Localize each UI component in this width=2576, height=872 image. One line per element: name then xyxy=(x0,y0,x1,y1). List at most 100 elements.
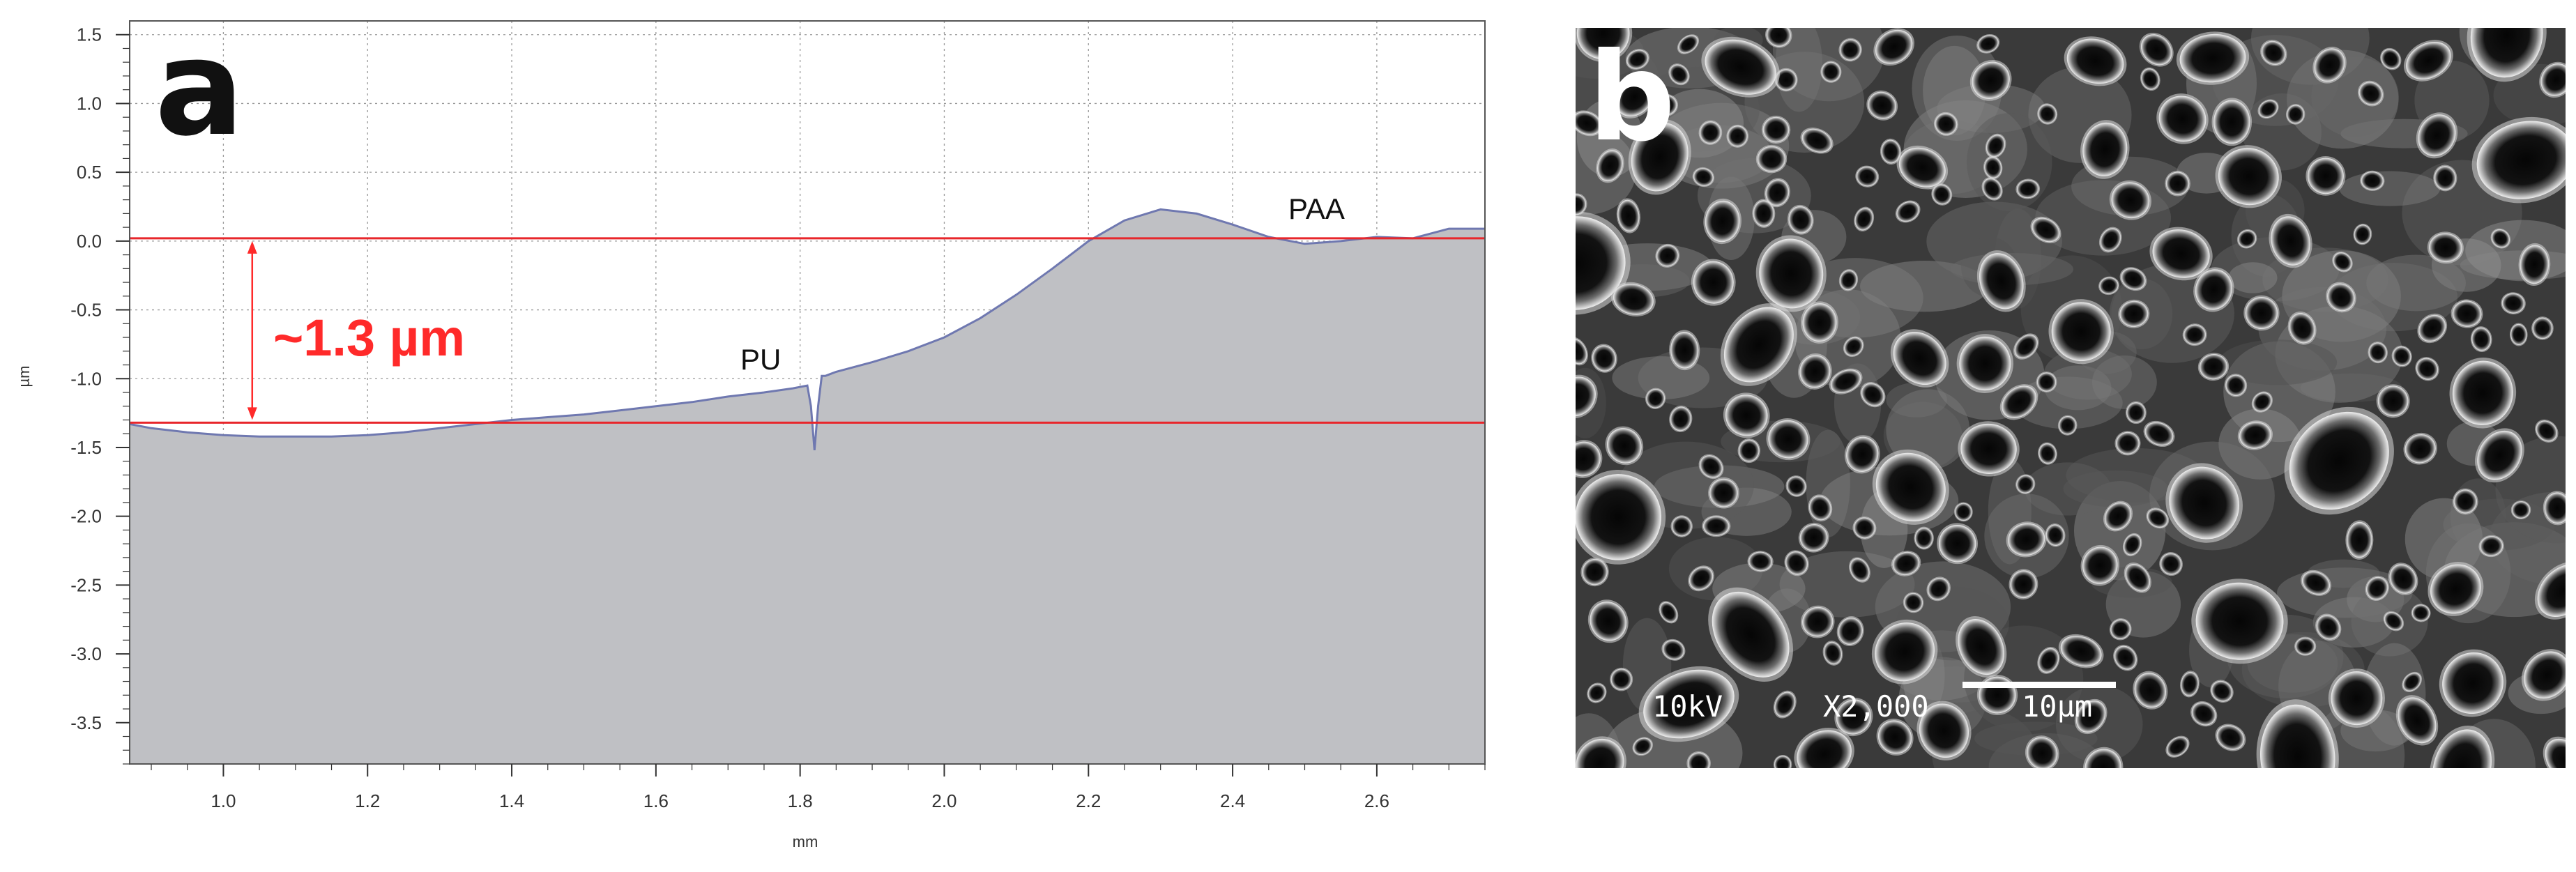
pore xyxy=(1801,128,1832,153)
pore xyxy=(2038,443,2057,464)
pore xyxy=(1881,139,1900,164)
pore xyxy=(2158,95,2207,142)
pore xyxy=(2406,41,2451,80)
pore xyxy=(1775,69,1797,91)
pore xyxy=(2225,374,2246,396)
pore xyxy=(2314,48,2345,82)
pore xyxy=(2477,430,2522,480)
pore xyxy=(1875,29,1913,64)
membrane-patch xyxy=(2366,254,2466,312)
pore xyxy=(1846,436,1879,472)
pore xyxy=(1576,28,1630,60)
pu-label: PU xyxy=(740,343,781,376)
membrane-patch xyxy=(1912,35,2002,141)
pore xyxy=(1878,720,1912,754)
pore xyxy=(2295,637,2315,655)
x-axis-label: mm xyxy=(793,833,818,850)
pore xyxy=(1576,338,1587,365)
paa-label: PAA xyxy=(1288,192,1345,225)
pore xyxy=(2100,228,2121,252)
panel-a-letter: a xyxy=(155,11,244,165)
x-tick-label: 2.6 xyxy=(1364,790,1389,811)
pore xyxy=(2368,342,2387,362)
pore xyxy=(2140,34,2172,66)
pore xyxy=(1932,184,1951,205)
pore xyxy=(1669,64,1689,84)
pore xyxy=(1938,525,1976,563)
pore xyxy=(1799,355,1831,388)
pore xyxy=(2524,651,2566,699)
pore xyxy=(2016,475,2035,494)
membrane-patch xyxy=(1926,201,2062,282)
pore xyxy=(2147,508,2168,528)
pore xyxy=(1788,206,1813,234)
membrane-patch xyxy=(2223,341,2335,443)
pore xyxy=(2287,105,2305,124)
pore xyxy=(1757,146,1786,172)
pore xyxy=(1597,150,1623,182)
pore xyxy=(2125,563,2151,592)
membrane-patch xyxy=(1779,551,1915,618)
pore xyxy=(1626,49,1649,69)
pore xyxy=(2258,100,2278,118)
pore xyxy=(2398,697,2437,744)
membrane-patch xyxy=(2228,262,2278,293)
pore xyxy=(2432,729,2492,768)
y-axis-label: µm xyxy=(15,365,33,387)
membrane-patch xyxy=(2091,355,2157,409)
membrane-patch xyxy=(2330,263,2458,332)
pore xyxy=(2045,524,2065,546)
pore xyxy=(2104,502,2132,530)
pore xyxy=(2536,420,2558,442)
pore xyxy=(2169,466,2239,540)
pore xyxy=(1576,112,1601,135)
pore xyxy=(2082,122,2128,176)
y-tick-label: -2.5 xyxy=(70,574,102,595)
membrane-patch xyxy=(1967,113,2052,211)
pore xyxy=(2038,648,2059,673)
pore xyxy=(1576,738,1624,768)
pore xyxy=(1854,208,1873,231)
pore xyxy=(2166,737,2189,757)
pore xyxy=(2358,82,2383,105)
pore xyxy=(2532,317,2553,339)
pore xyxy=(1850,558,1870,582)
pore xyxy=(2141,68,2160,90)
pore xyxy=(2119,300,2149,327)
pore xyxy=(1959,336,2011,391)
pore xyxy=(1955,503,1972,521)
pore xyxy=(2010,570,2037,599)
y-tick-label: 1.5 xyxy=(77,24,102,45)
pore xyxy=(1868,91,1897,119)
pore xyxy=(2316,615,2340,640)
pore xyxy=(2181,671,2199,696)
pore xyxy=(2199,353,2228,380)
pore xyxy=(1615,77,1654,117)
pore xyxy=(2082,546,2118,584)
pore xyxy=(1678,35,1698,54)
pore xyxy=(1590,602,1627,641)
pore xyxy=(1986,135,2006,158)
pore xyxy=(1838,617,1863,645)
x-axis: 1.0 1.2 1.4 1.6 1.8 2.0 2.2 2.4 2.6 xyxy=(151,764,1486,811)
membrane-patch xyxy=(1937,84,2045,133)
scale-bar xyxy=(1963,682,2116,688)
panel-b-letter: b xyxy=(1588,27,1675,169)
pore xyxy=(2160,553,2182,575)
pore xyxy=(1633,737,1652,756)
pore xyxy=(2099,277,2119,294)
pore xyxy=(1700,121,1721,144)
x-tick-label: 2.4 xyxy=(1220,790,1245,811)
pore xyxy=(1659,602,1677,622)
pore xyxy=(1762,116,1790,143)
membrane-patch xyxy=(2024,462,2112,516)
pore xyxy=(2239,422,2271,449)
pore xyxy=(1802,303,1837,342)
pore xyxy=(1958,619,2004,675)
pore xyxy=(1739,439,1760,462)
y-tick-label: -2.0 xyxy=(70,506,102,527)
pore xyxy=(2470,28,2543,78)
pore xyxy=(2416,358,2439,380)
pore xyxy=(2476,121,2566,199)
pore xyxy=(2452,360,2513,425)
